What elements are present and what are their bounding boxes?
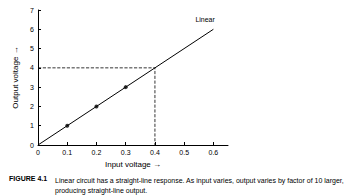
svg-text:2: 2 [30, 103, 34, 110]
svg-text:0: 0 [30, 142, 34, 149]
svg-text:1: 1 [30, 122, 34, 129]
svg-text:Output voltage →: Output voltage → [11, 46, 20, 108]
svg-text:3: 3 [30, 84, 34, 91]
svg-text:0.1: 0.1 [62, 149, 72, 156]
svg-text:0.3: 0.3 [121, 149, 131, 156]
svg-text:0: 0 [36, 149, 40, 156]
svg-text:Linear circuit has a straight-: Linear circuit has a straight-line respo… [55, 177, 346, 185]
svg-text:7: 7 [30, 7, 34, 14]
svg-text:0.4: 0.4 [150, 149, 160, 156]
svg-text:0.6: 0.6 [209, 149, 219, 156]
svg-text:0.5: 0.5 [179, 149, 189, 156]
svg-text:Linear: Linear [195, 16, 215, 23]
svg-text:4: 4 [30, 64, 34, 71]
svg-text:Input voltage →: Input voltage → [105, 160, 161, 169]
svg-text:0.2: 0.2 [92, 149, 102, 156]
svg-text:6: 6 [30, 26, 34, 33]
svg-text:5: 5 [30, 45, 34, 52]
svg-text:producing straight-line output: producing straight-line output. [55, 187, 147, 195]
svg-text:FIGURE 4.1: FIGURE 4.1 [9, 175, 47, 182]
